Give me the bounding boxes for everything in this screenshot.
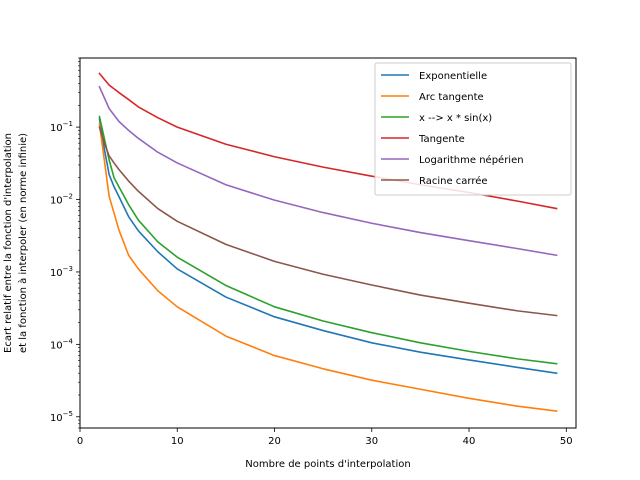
- y-tick-label-4: 10−1: [50, 120, 73, 134]
- legend-label-4: Logarithme népérien: [419, 154, 524, 166]
- x-tick-label-1: 10: [171, 436, 184, 447]
- legend-label-5: Racine carrée: [419, 175, 488, 187]
- y-axis-label-line-1: Ecart relatif entre la fonction d'interp…: [3, 133, 14, 353]
- y-tick-label-0: 10−5: [50, 410, 73, 424]
- plot-lines: [98, 72, 558, 412]
- y-axis-label-line-2: et la fonction à interpoler (en norme in…: [17, 133, 29, 353]
- x-tick-label-3: 30: [365, 436, 378, 447]
- legend-label-1: Arc tangente: [419, 92, 484, 103]
- x-tick-label-5: 50: [560, 436, 573, 447]
- series-line-2: [98, 115, 558, 365]
- x-tick-label-4: 40: [463, 436, 476, 447]
- legend: Exponentielle Arc tangente x --> x * sin(x…: [374, 62, 572, 196]
- y-tick-label-2: 10−3: [50, 265, 73, 279]
- x-axis-label: Nombre de points d'interpolation: [245, 459, 410, 470]
- y-axis: 10−5 10−4 10−3 10−2 10−1: [50, 57, 80, 429]
- x-tick-label-0: 0: [77, 436, 83, 447]
- series-line-5: [98, 126, 558, 317]
- legend-label-0: Exponentielle: [419, 71, 487, 82]
- series-line-1: [98, 123, 558, 412]
- series-line-0: [98, 117, 558, 375]
- series-line-4: [98, 85, 558, 257]
- x-axis: 0 10 20 30 40 50: [77, 428, 573, 447]
- y-tick-label-1: 10−4: [50, 337, 74, 351]
- y-tick-label-3: 10−2: [50, 193, 73, 207]
- plot-frame: [79, 57, 577, 429]
- legend-label-3: Tangente: [418, 134, 465, 145]
- legend-label-2: x --> x * sin(x): [419, 113, 492, 124]
- legend-box: [374, 62, 572, 196]
- x-tick-label-2: 20: [268, 436, 281, 447]
